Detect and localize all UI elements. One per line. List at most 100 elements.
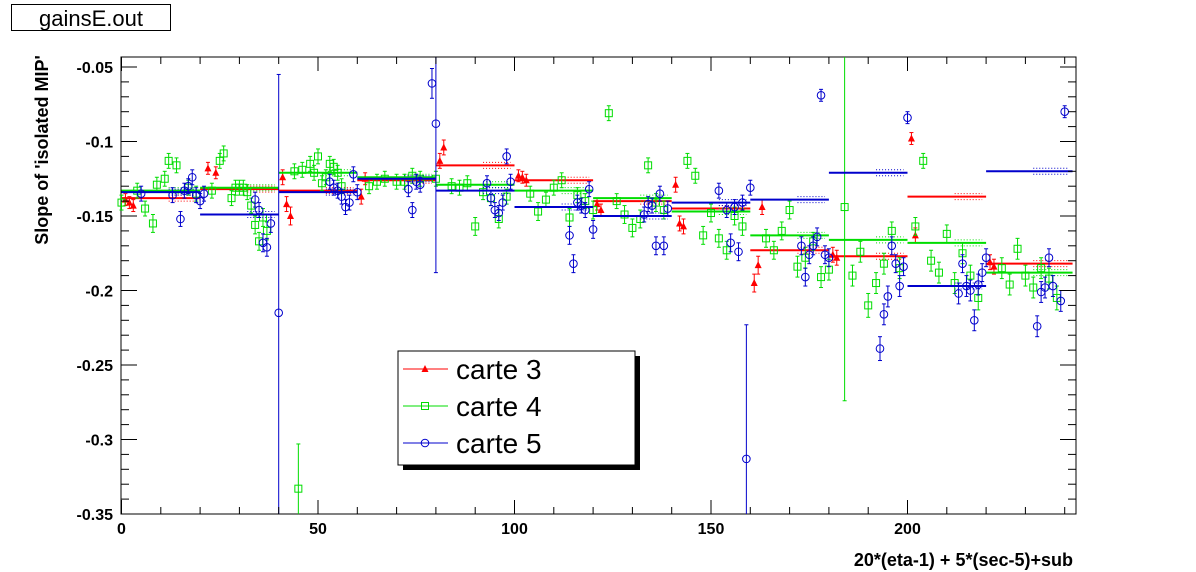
data-point (726, 238, 735, 248)
data-point (333, 168, 342, 177)
data-point (738, 198, 747, 207)
data-point (565, 213, 574, 222)
data-point (541, 195, 550, 204)
data-point (655, 189, 665, 198)
x-tick-label: 100 (501, 521, 528, 538)
data-point (750, 279, 758, 287)
data-point (816, 91, 826, 100)
data-point (758, 203, 766, 211)
legend-entry-5: carte 5 (403, 428, 542, 459)
data-point (463, 179, 472, 188)
data-point (345, 198, 354, 207)
legend-entries: carte 3 carte 4 carte 5 (403, 354, 542, 459)
x-tick-label: 0 (117, 521, 126, 538)
data-point (833, 253, 841, 261)
data-point (262, 242, 272, 252)
data-point (887, 226, 896, 235)
y-tick-label: -0.2 (85, 284, 113, 301)
data-point (746, 183, 755, 192)
data-point (557, 176, 566, 185)
data-point (479, 188, 488, 197)
data-point (199, 189, 209, 198)
data-point (498, 198, 508, 207)
data-point (136, 189, 146, 198)
data-point (958, 259, 967, 268)
data-point (734, 247, 743, 257)
data-point (522, 176, 530, 184)
data-point (699, 231, 708, 240)
data-point (754, 261, 762, 269)
x-axis-label: 20*(eta-1) + 5*(sec-5)+sub (854, 550, 1073, 570)
legend-label: carte 4 (456, 391, 542, 422)
data-point (283, 200, 291, 208)
data-point (612, 197, 621, 206)
data-point (365, 182, 374, 191)
data-point (494, 208, 504, 218)
data-point (879, 310, 889, 319)
data-point (620, 210, 629, 219)
data-point (683, 156, 692, 165)
data-point (314, 152, 322, 161)
data-point (172, 161, 181, 170)
legend: carte 3 carte 4 carte 5 (397, 350, 640, 470)
data-point (212, 168, 220, 176)
data-point (349, 169, 358, 179)
data-point (659, 241, 669, 251)
data-point (986, 258, 994, 266)
data-point (639, 210, 649, 219)
legend-label: carte 3 (456, 354, 542, 385)
data-point (872, 279, 881, 288)
data-point (785, 206, 794, 215)
data-point (588, 225, 598, 234)
data-point (502, 152, 511, 161)
data-point (824, 253, 834, 263)
legend-marker (421, 402, 429, 410)
data-point (436, 156, 444, 164)
y-tick-label: -0.35 (77, 507, 114, 524)
data-point (141, 204, 150, 213)
data-point (251, 220, 260, 229)
x-tick-label: 150 (698, 521, 725, 538)
data-point (353, 187, 362, 197)
data-point (679, 222, 687, 230)
data-point (981, 253, 991, 263)
data-point (117, 198, 126, 207)
y-tick-label: -0.3 (85, 433, 113, 450)
data-point (129, 201, 137, 209)
data-point (714, 234, 723, 243)
data-point (919, 156, 928, 165)
data-point (482, 178, 492, 188)
data-point (848, 271, 857, 280)
data-point (1013, 244, 1022, 253)
data-point (207, 186, 216, 195)
data-point (927, 256, 936, 265)
data-point (672, 180, 680, 188)
legend-label: carte 5 (456, 428, 542, 459)
legend-entry-4: carte 4 (403, 391, 542, 422)
data-point (176, 214, 185, 224)
data-point (187, 172, 197, 182)
data-point (580, 205, 590, 215)
data-point (337, 192, 346, 201)
data-point (663, 204, 673, 213)
legend-entry-3: carte 3 (403, 354, 542, 385)
data-point (829, 250, 837, 258)
data-point (168, 190, 177, 200)
data-point (997, 264, 1006, 273)
data-point (569, 259, 578, 268)
data-point (714, 186, 724, 195)
data-point (797, 241, 806, 251)
data-point (290, 167, 299, 176)
plot-frame (120, 56, 1077, 515)
y-tick-label: -0.25 (77, 358, 114, 375)
data-point (415, 180, 425, 190)
data-point (977, 268, 987, 277)
data-point (907, 134, 915, 142)
data-point (584, 184, 594, 194)
y-tick-label: -0.05 (77, 60, 114, 77)
data-point (486, 193, 496, 203)
data-point (125, 198, 133, 206)
data-point (471, 222, 480, 231)
series-5 (121, 57, 1073, 514)
